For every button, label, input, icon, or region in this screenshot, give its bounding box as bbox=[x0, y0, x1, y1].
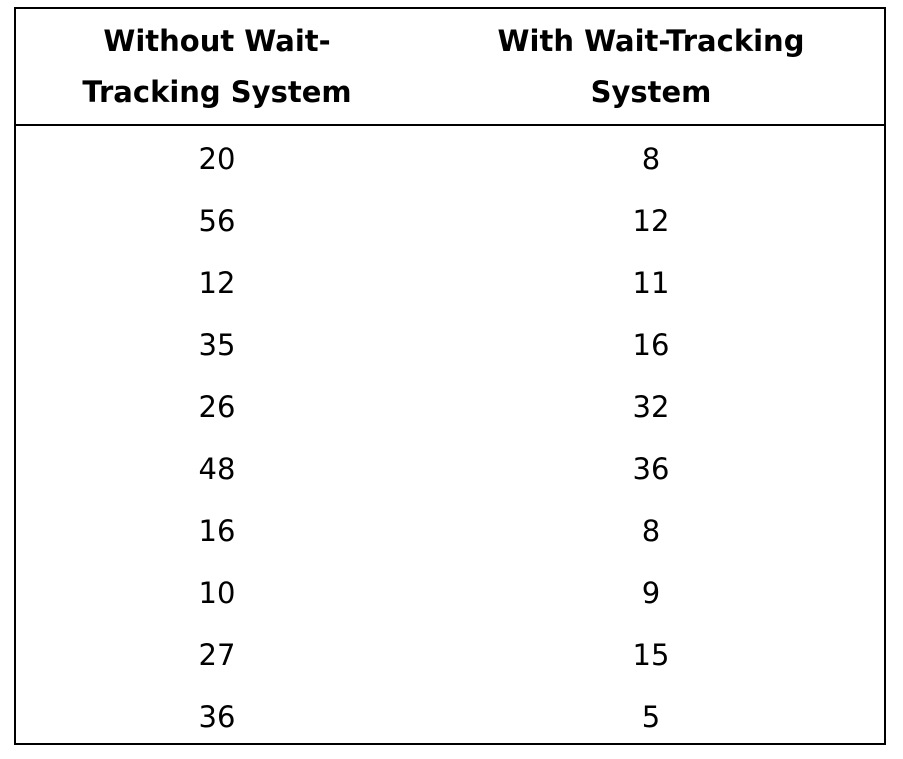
table-row: 56 12 bbox=[16, 190, 884, 252]
data-table: Without Wait- Tracking System With Wait-… bbox=[14, 7, 886, 745]
table-row: 27 15 bbox=[16, 624, 884, 686]
cell-without-system: 12 bbox=[198, 266, 236, 300]
table-row: 26 32 bbox=[16, 376, 884, 438]
table-row: 36 5 bbox=[16, 686, 884, 748]
cell-with-system: 8 bbox=[641, 142, 661, 176]
table-row: 16 8 bbox=[16, 500, 884, 562]
cell-with-system: 9 bbox=[641, 576, 661, 610]
cell-with-system: 15 bbox=[632, 638, 670, 672]
cell-without-system: 48 bbox=[198, 452, 236, 486]
cell-without-system: 20 bbox=[198, 142, 236, 176]
cell-without-system: 56 bbox=[198, 204, 236, 238]
cell-with-system: 8 bbox=[641, 514, 661, 548]
cell-with-system: 12 bbox=[632, 204, 670, 238]
header-without-wait-tracking: Without Wait- Tracking System bbox=[82, 23, 352, 109]
cell-with-system: 5 bbox=[641, 700, 661, 734]
cell-without-system: 10 bbox=[198, 576, 236, 610]
header-with-wait-tracking: With Wait-Tracking System bbox=[497, 23, 805, 109]
cell-without-system: 16 bbox=[198, 514, 236, 548]
cell-without-system: 27 bbox=[198, 638, 236, 672]
cell-without-system: 36 bbox=[198, 700, 236, 734]
table-row: 35 16 bbox=[16, 314, 884, 376]
cell-with-system: 36 bbox=[632, 452, 670, 486]
table-row: 48 36 bbox=[16, 438, 884, 500]
cell-with-system: 11 bbox=[632, 266, 670, 300]
table-body: 20 8 56 12 12 11 35 16 26 32 48 36 16 8 … bbox=[16, 128, 884, 748]
table-header-row: Without Wait- Tracking System With Wait-… bbox=[16, 9, 884, 126]
table-row: 12 11 bbox=[16, 252, 884, 314]
table-row: 10 9 bbox=[16, 562, 884, 624]
table-row: 20 8 bbox=[16, 128, 884, 190]
cell-without-system: 26 bbox=[198, 390, 236, 424]
cell-with-system: 32 bbox=[632, 390, 670, 424]
cell-without-system: 35 bbox=[198, 328, 236, 362]
cell-with-system: 16 bbox=[632, 328, 670, 362]
